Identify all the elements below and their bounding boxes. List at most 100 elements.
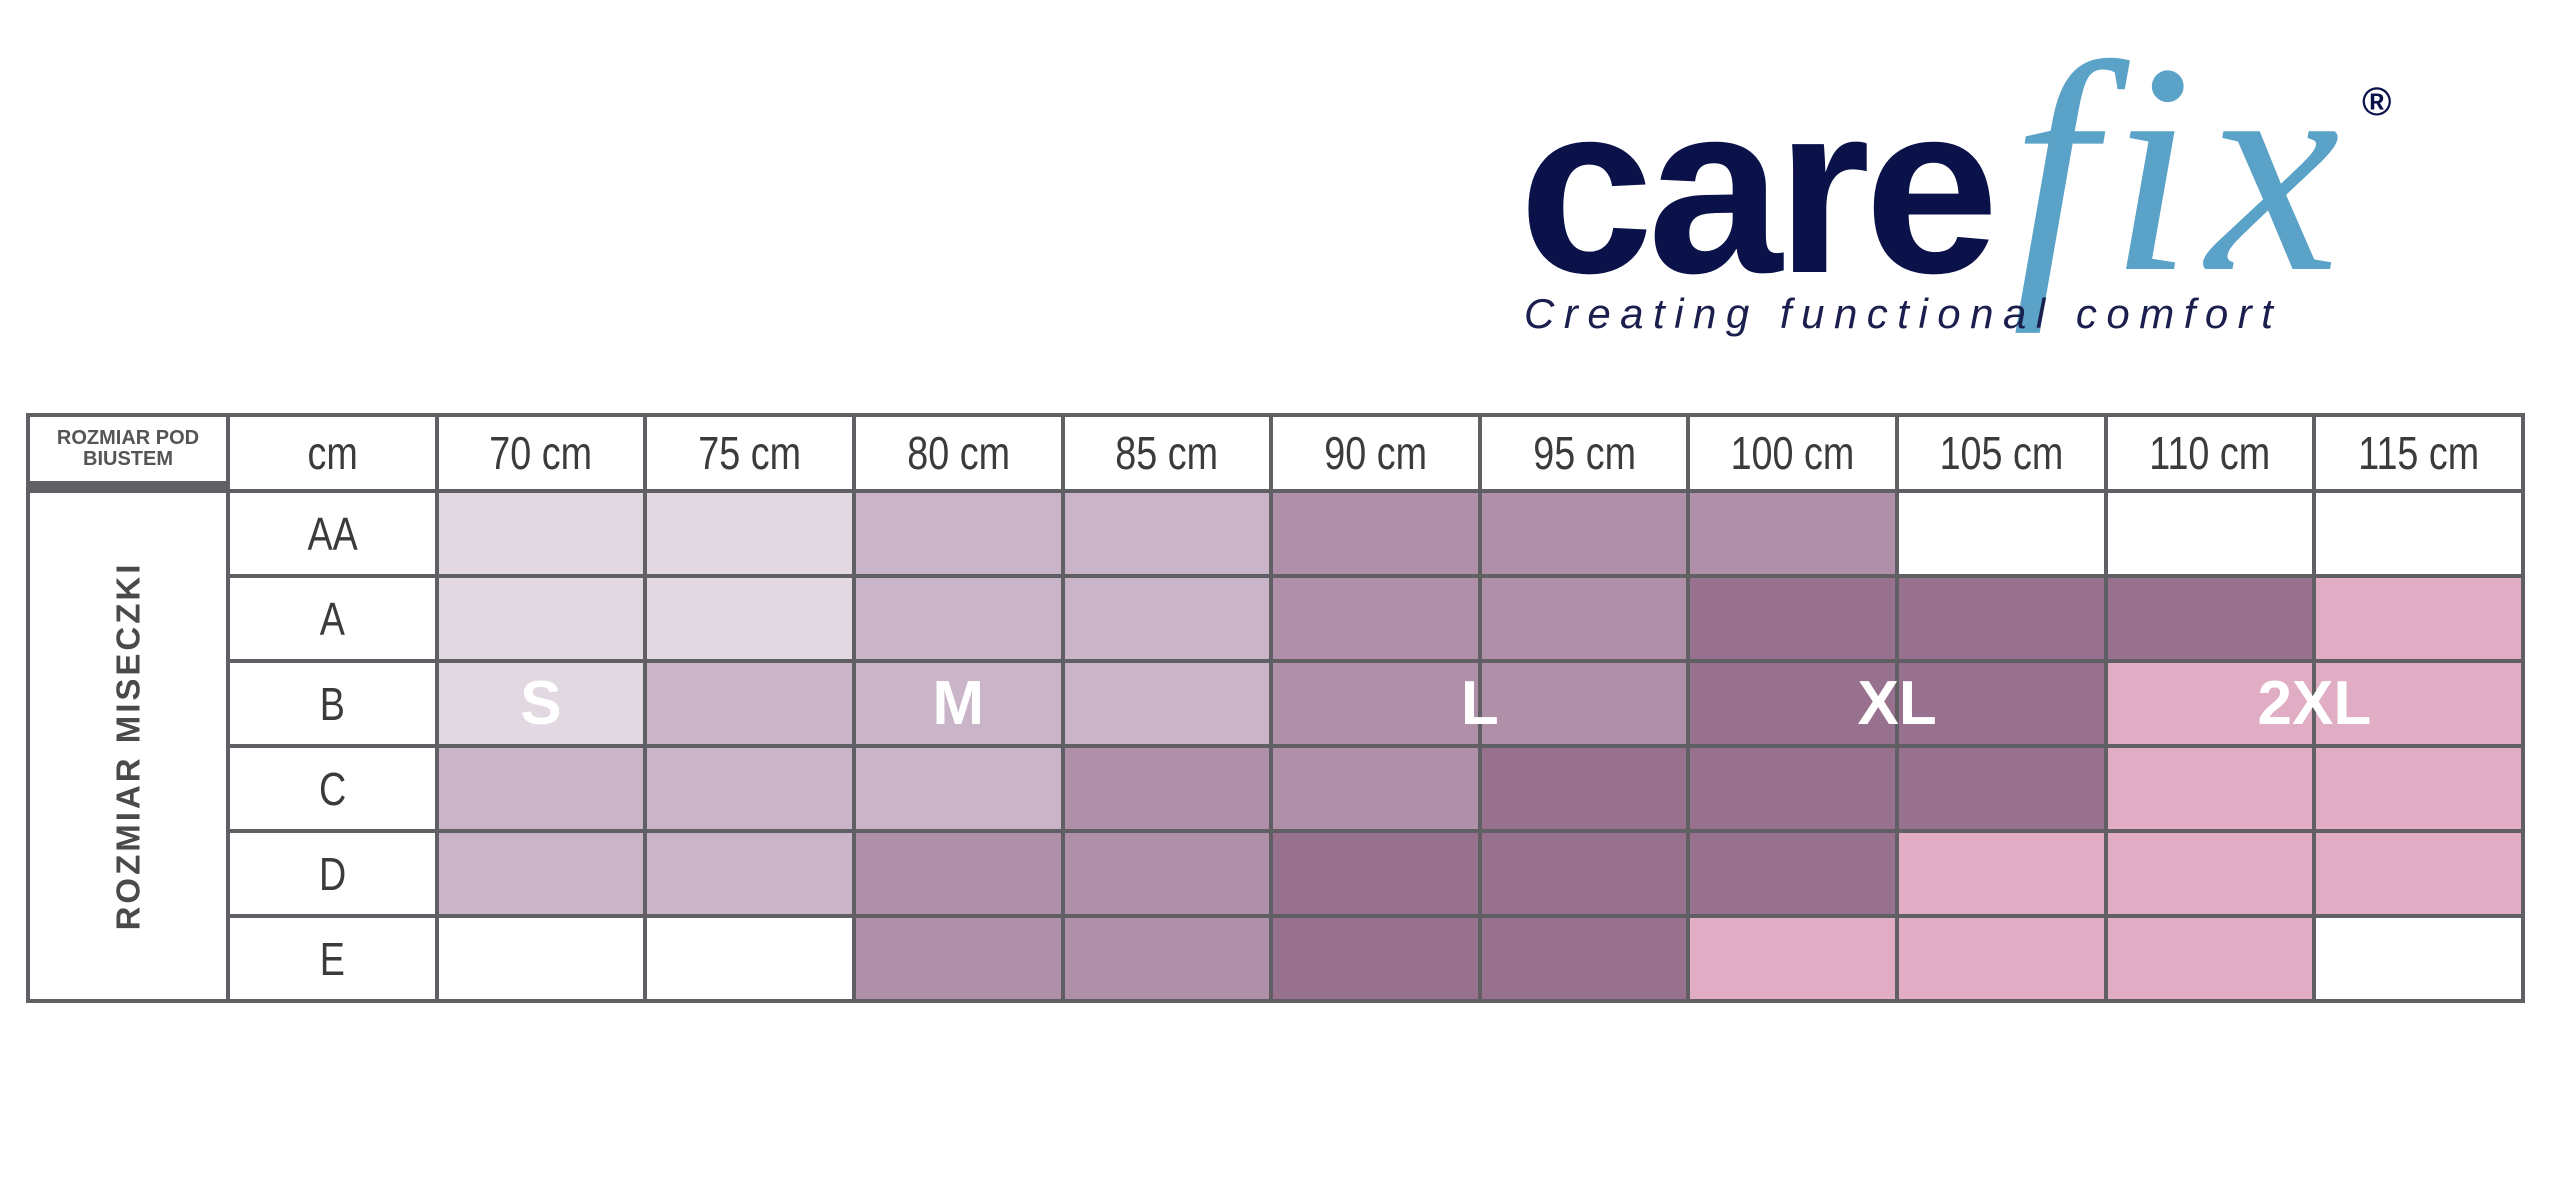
corner-label-line: BIUSTEM [83,448,173,470]
column-header-text: 100 cm [1730,427,1855,479]
size-cell [1273,578,1478,659]
size-cell [1899,663,2104,744]
size-cell [1064,493,1270,574]
size-cell [2316,833,2521,914]
size-cell [1690,578,1896,659]
size-cell [1273,833,1478,914]
cup-label-text: E [319,932,345,985]
logo-word-fix: fix [2012,2,2354,334]
size-cell [1064,833,1270,914]
cup-label: E [230,918,435,999]
size-cell [1899,493,2104,574]
size-cell [1481,663,1687,744]
cup-label: A [230,578,435,659]
cup-label-text: A [319,592,345,645]
size-cell [1273,748,1478,829]
size-cell [1481,493,1687,574]
size-chart-table: ROZMIAR POD BIUSTEM cm ROZMIAR MISECZKI … [26,413,2525,1003]
unit-header-text: cm [307,427,358,479]
column-header-text: 70 cm [489,427,593,479]
row-group-label: ROZMIAR MISECZKI [30,493,226,999]
size-cell [2316,493,2521,574]
column-header-text: 95 cm [1532,427,1636,479]
column-header: 75 cm [647,417,852,489]
size-cell [1690,663,1896,744]
cup-label: AA [230,493,435,574]
column-header: 80 cm [855,417,1061,489]
column-header: 110 cm [2107,417,2313,489]
size-cell [2107,578,2313,659]
size-cell [855,918,1061,999]
size-cell [2107,748,2313,829]
column-header-text: 75 cm [698,427,801,479]
size-cell [2316,748,2521,829]
column-header: 90 cm [1273,417,1478,489]
row-group-label-text: ROZMIAR MISECZKI [109,561,147,931]
logo-word-care: care [1519,54,1999,324]
size-cell [438,748,644,829]
size-cell [647,663,852,744]
size-cell [1481,918,1687,999]
column-header-text: 105 cm [1939,427,2064,479]
column-header: 85 cm [1064,417,1270,489]
size-cell [855,493,1061,574]
size-cell [1690,918,1896,999]
size-cell [2316,918,2521,999]
size-cell [1064,748,1270,829]
cup-label-text: AA [307,507,358,560]
size-cell [438,833,644,914]
size-cell [438,493,644,574]
size-cell [1273,493,1478,574]
cup-label-text: D [318,847,346,900]
size-cell [647,918,852,999]
column-header-text: 110 cm [2149,427,2271,479]
size-cell [647,833,852,914]
column-header: 100 cm [1690,417,1896,489]
size-cell [438,578,644,659]
size-cell [2107,918,2313,999]
column-header-text: 85 cm [1115,427,1219,479]
column-header: 105 cm [1899,417,2104,489]
cup-label: C [230,748,435,829]
size-cell [1064,578,1270,659]
size-cell [1899,918,2104,999]
size-cell [1481,578,1687,659]
size-cell [647,493,852,574]
size-cell [1273,918,1478,999]
size-cell [1481,833,1687,914]
cup-label-text: C [318,762,346,815]
size-cell [855,833,1061,914]
size-cell [1899,833,2104,914]
cup-label: B [230,663,435,744]
size-cell [855,578,1061,659]
size-cell [2107,493,2313,574]
size-cell [1064,918,1270,999]
size-cell [855,663,1061,744]
cup-label-text: B [319,677,345,730]
size-cell [855,748,1061,829]
size-cell [438,918,644,999]
column-header-text: 80 cm [906,427,1010,479]
size-cell [1064,663,1270,744]
registered-mark: ® [2362,80,2392,124]
size-cell [1899,748,2104,829]
size-cell [1899,578,2104,659]
corner-header: ROZMIAR POD BIUSTEM [30,417,226,489]
column-header: 70 cm [438,417,644,489]
size-cell [1273,663,1478,744]
cup-label: D [230,833,435,914]
size-cell [1690,833,1896,914]
logo-tagline: Creating functional comfort [1524,290,2283,337]
size-cell [2316,663,2521,744]
column-header: 95 cm [1481,417,1687,489]
size-cell [1690,748,1896,829]
size-cell [647,578,852,659]
size-cell [1690,493,1896,574]
size-cell [647,748,852,829]
column-header-text: 90 cm [1324,427,1427,479]
column-header-text: 115 cm [2358,427,2480,479]
carefix-logo: care fix ® Creating functional comfort [0,0,2560,360]
unit-header: cm [230,417,435,489]
size-cell [2107,833,2313,914]
size-cell [2316,578,2521,659]
